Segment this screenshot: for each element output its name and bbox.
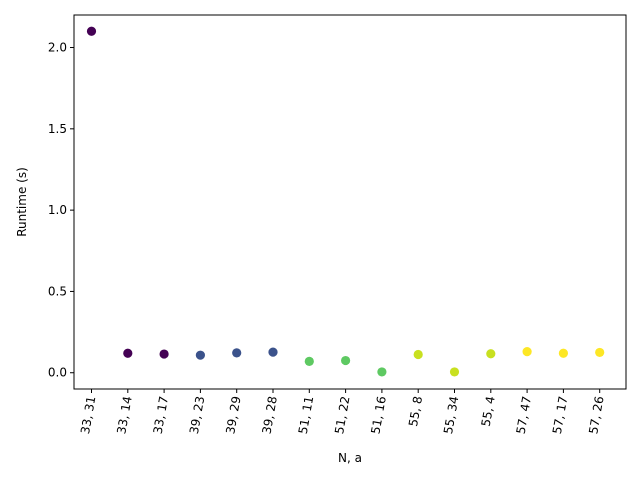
y-tick-label: 0.0 [48,366,67,380]
x-tick-label: 33, 31 [78,395,98,435]
plot-frame [73,14,627,390]
x-tick-label: 39, 29 [223,395,243,435]
y-tick-label: 0.5 [48,284,67,298]
x-axis-ticks: 33, 31 33, 14 33, 17 39, 23 39, 29 39, 28 51, … [78,389,607,435]
y-axis-ticks: 0.0 0.5 1.0 1.5 2.0 [48,41,74,380]
x-tick-label: 51, 16 [368,395,388,435]
x-tick-label: 33, 17 [151,395,171,435]
data-point [195,350,205,360]
x-tick-label: 51, 22 [332,395,352,435]
data-point [341,355,351,366]
x-tick-label: 55, 4 [479,395,498,428]
data-point [86,26,97,36]
data-point [413,349,423,360]
x-axis-label: N, a [338,451,362,465]
data-point [558,348,569,358]
x-tick-label: 39, 28 [260,395,280,435]
x-tick-label: 55, 8 [406,395,425,428]
x-tick-label: 57, 26 [586,395,606,435]
data-point [123,348,133,358]
data-point [304,356,314,366]
x-tick-label: 39, 23 [187,395,207,435]
y-axis-label: Runtime (s) [15,167,29,237]
data-point [595,347,605,358]
x-tick-label: 57, 47 [514,395,534,435]
data-point [377,367,387,377]
x-tick-label: 57, 17 [550,395,570,435]
data-point [159,349,169,359]
data-point [449,367,460,377]
x-tick-label: 33, 14 [114,395,134,435]
x-tick-label: 55, 34 [441,395,461,435]
data-point [268,347,278,357]
y-tick-label: 1.5 [48,122,67,136]
data-point [522,347,532,357]
data-points [86,26,605,377]
data-point [232,348,242,358]
data-point [486,349,496,359]
x-tick-label: 51, 11 [296,395,316,435]
y-tick-label: 2.0 [48,41,67,55]
y-tick-label: 1.0 [48,203,67,217]
